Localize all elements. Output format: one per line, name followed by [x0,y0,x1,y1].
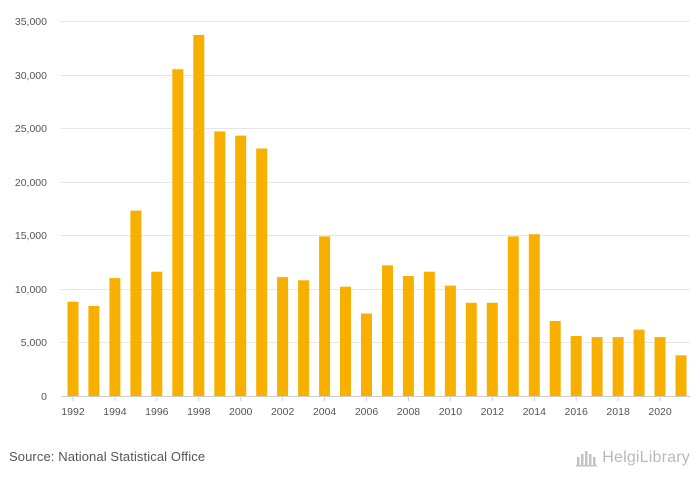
bar-2014 [528,234,540,396]
x-tick-label: 2004 [313,406,337,418]
bar-2018 [612,337,624,396]
bar-2021 [675,355,687,396]
bar-2004 [319,236,331,396]
bar-1994 [109,278,121,396]
bar-2013 [507,236,519,396]
y-tick-label: 0 [41,391,47,403]
bar-2012 [486,302,498,396]
bar-2017 [591,337,603,396]
x-tick-label: 2000 [229,406,253,418]
x-axis-ticks: 1992 1994 1996 1998 2000 2002 2004 2006 2008 2010… [61,396,672,418]
source-note: Source: National Statistical Office [9,449,206,464]
y-tick-label: 30,000 [15,70,47,82]
y-tick-label: 20,000 [15,177,47,189]
bar-2001 [256,148,268,396]
bar-2002 [277,277,289,396]
bar-2003 [298,280,310,396]
brand-logo[interactable]: HelgiLibrary [576,449,690,467]
x-tick-label: 2006 [355,406,379,418]
bar-2008 [402,276,414,396]
x-tick-label: 2020 [648,406,672,418]
bar-2011 [465,302,477,396]
bar-2005 [340,286,351,396]
bar-2000 [235,135,247,396]
bar-1995 [130,210,142,396]
x-tick-label: 2018 [606,406,630,418]
y-tick-label: 10,000 [15,284,47,296]
bar-2010 [444,285,456,396]
x-tick-label: 2016 [565,406,589,418]
x-tick-label: 2012 [481,406,505,418]
x-tick-label: 2008 [397,406,421,418]
x-tick-label: 1996 [145,406,169,418]
bar-2009 [423,271,435,396]
bar-1998 [193,34,205,397]
x-tick-label: 2002 [271,406,295,418]
helgi-logo-icon [576,449,598,467]
y-tick-label: 35,000 [15,16,47,28]
bar-1992 [67,301,79,396]
grid-lines [61,21,690,343]
bar-2006 [361,313,372,396]
y-tick-label: 5,000 [21,337,47,349]
brand-name: HelgiLibrary [602,449,690,466]
x-tick-label: 2014 [523,406,547,418]
x-tick-label: 1992 [61,406,85,418]
bar-1993 [88,306,100,396]
x-tick-label: 2010 [439,406,463,418]
bar-2019 [633,329,645,396]
bar-1996 [151,271,163,396]
y-tick-label: 15,000 [15,230,47,242]
bars [67,34,687,397]
bar-2015 [549,321,561,396]
x-tick-label: 1994 [103,406,127,418]
bar-2007 [382,265,393,396]
x-tick-label: 1998 [187,406,211,418]
y-axis-ticks: 0 5,000 10,000 15,000 20,000 25,000 30,000 35,0… [15,16,47,403]
bar-2016 [570,336,582,396]
bar-2020 [654,337,666,396]
bar-1999 [214,131,226,396]
y-tick-label: 25,000 [15,123,47,135]
bar-1997 [172,69,184,396]
